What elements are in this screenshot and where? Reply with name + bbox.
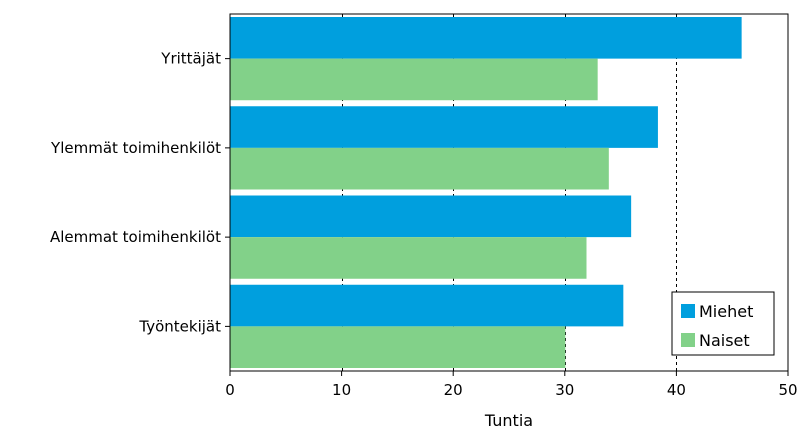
x-tick-label-2: 20: [444, 381, 463, 399]
x-tick-label-0: 0: [225, 381, 235, 399]
legend-label-naiset: Naiset: [699, 331, 750, 350]
bars: [230, 17, 742, 368]
category-label-0: Yrittäjät: [160, 50, 221, 68]
bar-naiset-2: [230, 237, 587, 279]
legend: Miehet Naiset: [671, 291, 775, 356]
legend-swatch-miehet: [681, 304, 695, 318]
bar-miehet-1: [230, 106, 658, 148]
legend-label-miehet: Miehet: [699, 302, 753, 321]
y-axis: Yrittäjät Ylemmät toimihenkilöt Alemmat to…: [50, 50, 230, 335]
x-axis-title: Tuntia: [484, 411, 533, 430]
plot-frame: [229, 13, 789, 372]
x-tick-label-3: 30: [555, 381, 574, 399]
x-axis: 0 10 20 30 40 50: [225, 371, 797, 399]
bar-miehet-2: [230, 195, 632, 238]
x-tick-label-4: 40: [667, 381, 686, 399]
category-label-2: Alemmat toimihenkilöt: [50, 228, 221, 246]
bar-miehet-0: [230, 17, 742, 59]
x-tick-label-1: 10: [332, 381, 351, 399]
legend-swatch-naiset: [681, 333, 695, 347]
bar-miehet-3: [230, 284, 624, 327]
bar-naiset-3: [230, 326, 566, 368]
x-tick-label-5: 50: [778, 381, 797, 399]
category-label-3: Työntekijät: [138, 317, 221, 335]
bar-naiset-1: [230, 147, 609, 190]
bar-naiset-0: [230, 58, 598, 101]
category-label-1: Ylemmät toimihenkilöt: [50, 139, 221, 157]
